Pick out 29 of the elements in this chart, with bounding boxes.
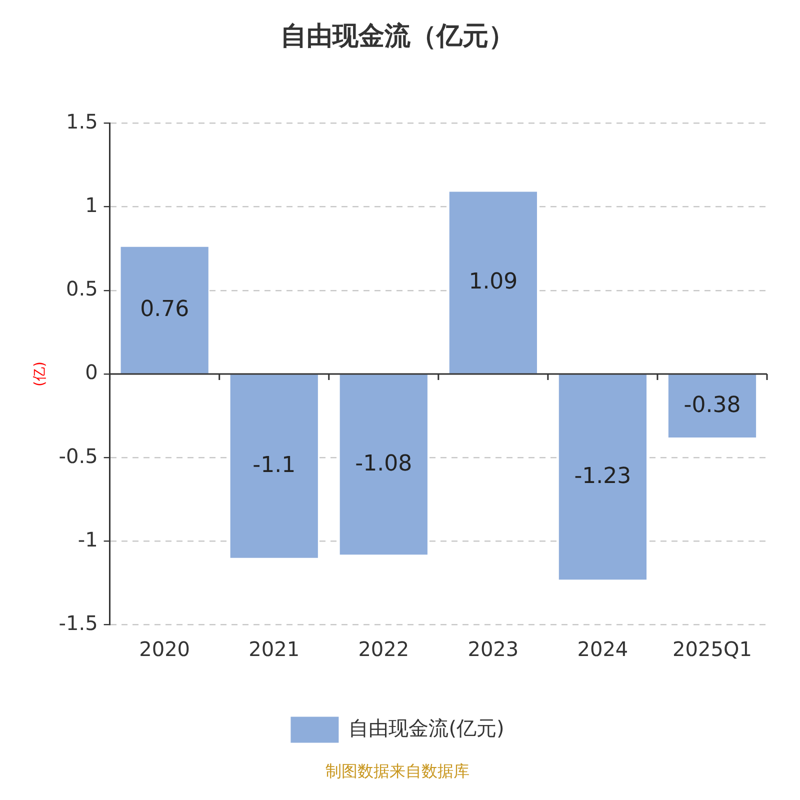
y-tick-label: 0 xyxy=(85,360,98,384)
bar xyxy=(449,192,537,374)
data-label: -1.08 xyxy=(355,451,412,476)
y-tick-label: 1 xyxy=(85,193,98,218)
legend-label: 自由现金流(亿元) xyxy=(348,716,504,740)
y-axis-title: (亿) xyxy=(32,362,48,386)
y-tick-label: -0.5 xyxy=(58,444,98,468)
data-label: -0.38 xyxy=(684,392,741,418)
x-tick-label: 2021 xyxy=(248,637,300,662)
x-tick-label: 2025Q1 xyxy=(672,637,752,662)
y-tick-label: -1.5 xyxy=(58,611,98,636)
x-tick-label: 2020 xyxy=(139,637,190,662)
bar xyxy=(340,374,428,555)
data-label: 1.09 xyxy=(468,269,518,294)
x-tick-label: 2024 xyxy=(577,637,628,662)
y-tick-label: 1.5 xyxy=(66,109,98,134)
bar xyxy=(668,374,756,438)
bar xyxy=(120,246,208,374)
text: 制图数据来自数据库 xyxy=(326,762,470,781)
data-label: -1.1 xyxy=(252,452,296,478)
data-label: 0.76 xyxy=(140,296,190,322)
y-tick-label: 0.5 xyxy=(66,276,98,301)
chart-title: 自由现金流（亿元） xyxy=(280,21,514,52)
bar xyxy=(558,374,647,580)
bar xyxy=(230,374,318,558)
y-tick-label: -1 xyxy=(78,527,98,552)
data-label: -1.23 xyxy=(574,464,632,489)
x-tick-label: 2023 xyxy=(468,637,519,662)
x-tick-label: 2022 xyxy=(358,637,410,662)
